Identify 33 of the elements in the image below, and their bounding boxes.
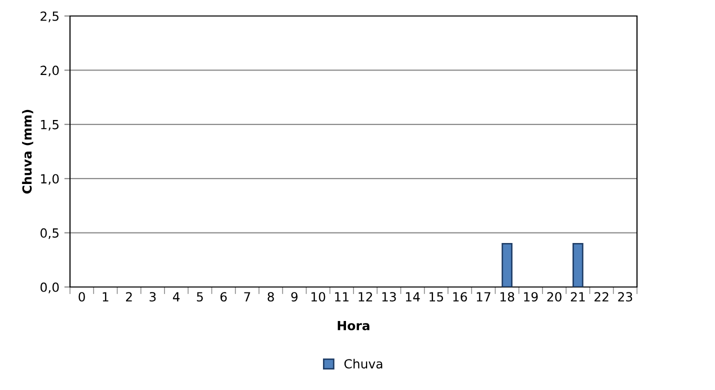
y-tick-label: 2,0 xyxy=(40,66,59,76)
x-tick-label: 5 xyxy=(196,292,203,302)
x-tick-label: 21 xyxy=(570,292,585,302)
x-tick-label: 4 xyxy=(172,292,180,302)
x-tick-label: 0 xyxy=(78,292,85,302)
x-tick-label: 19 xyxy=(524,292,538,302)
x-tick-label: 20 xyxy=(547,292,562,302)
x-tick-label: 6 xyxy=(220,292,227,302)
x-tick-label: 3 xyxy=(150,292,156,302)
x-tick-label: 15 xyxy=(430,292,444,302)
x-tick-label: 2 xyxy=(126,292,132,302)
x-tick-label: 16 xyxy=(453,292,467,302)
x-tick-label: 14 xyxy=(406,292,420,302)
x-tick-label: 12 xyxy=(358,292,372,302)
y-axis-title: Chuva (mm) xyxy=(22,110,34,194)
x-tick-label: 10 xyxy=(311,292,326,302)
y-tick-label: 1,5 xyxy=(41,120,58,131)
x-tick-label: 18 xyxy=(500,292,514,302)
x-tick-label: 11 xyxy=(335,292,348,302)
x-tick-label: 23 xyxy=(618,292,632,302)
x-axis-title: Hora xyxy=(338,321,370,330)
x-tick-label: 1 xyxy=(102,292,108,302)
y-tick-label: 0,5 xyxy=(40,228,58,239)
y-tick-label: 0,0 xyxy=(40,282,59,294)
x-tick-label: 22 xyxy=(594,292,608,302)
y-tick-label: 2,5 xyxy=(40,11,58,22)
legend-label: Chuva xyxy=(344,358,382,369)
y-tick-label: 1,0 xyxy=(41,174,59,185)
x-tick-label: 17 xyxy=(476,292,490,302)
x-tick-label: 9 xyxy=(291,292,298,302)
x-tick-label: 13 xyxy=(382,292,396,302)
x-tick-label: 7 xyxy=(244,292,250,302)
x-tick-label: 8 xyxy=(268,292,274,302)
